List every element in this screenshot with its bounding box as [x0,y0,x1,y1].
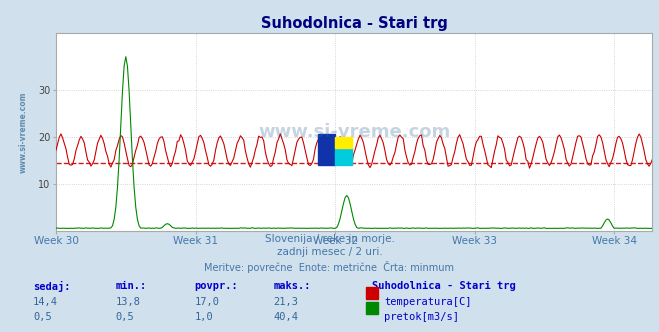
Text: min.:: min.: [115,281,146,290]
Text: sedaj:: sedaj: [33,281,71,291]
Text: 14,4: 14,4 [33,297,58,307]
Text: temperatura[C]: temperatura[C] [384,297,472,307]
Text: 40,4: 40,4 [273,312,299,322]
Text: 17,0: 17,0 [194,297,219,307]
Text: pretok[m3/s]: pretok[m3/s] [384,312,459,322]
Text: 1,0: 1,0 [194,312,213,322]
Text: povpr.:: povpr.: [194,281,238,290]
Text: www.si-vreme.com: www.si-vreme.com [18,91,28,173]
Bar [335,148,352,165]
Text: www.si-vreme.com: www.si-vreme.com [258,123,450,141]
Text: Suhodolnica - Stari trg: Suhodolnica - Stari trg [372,281,516,290]
Text: 0,5: 0,5 [33,312,51,322]
Bar [318,134,335,165]
Text: 0,5: 0,5 [115,312,134,322]
Title: Suhodolnica - Stari trg: Suhodolnica - Stari trg [261,16,447,31]
Bar [335,137,352,148]
Text: 21,3: 21,3 [273,297,299,307]
Text: 13,8: 13,8 [115,297,140,307]
Text: Slovenija / reke in morje.: Slovenija / reke in morje. [264,234,395,244]
Text: maks.:: maks.: [273,281,311,290]
Text: Meritve: povrečne  Enote: metrične  Črta: minmum: Meritve: povrečne Enote: metrične Črta: … [204,261,455,273]
Text: zadnji mesec / 2 uri.: zadnji mesec / 2 uri. [277,247,382,257]
